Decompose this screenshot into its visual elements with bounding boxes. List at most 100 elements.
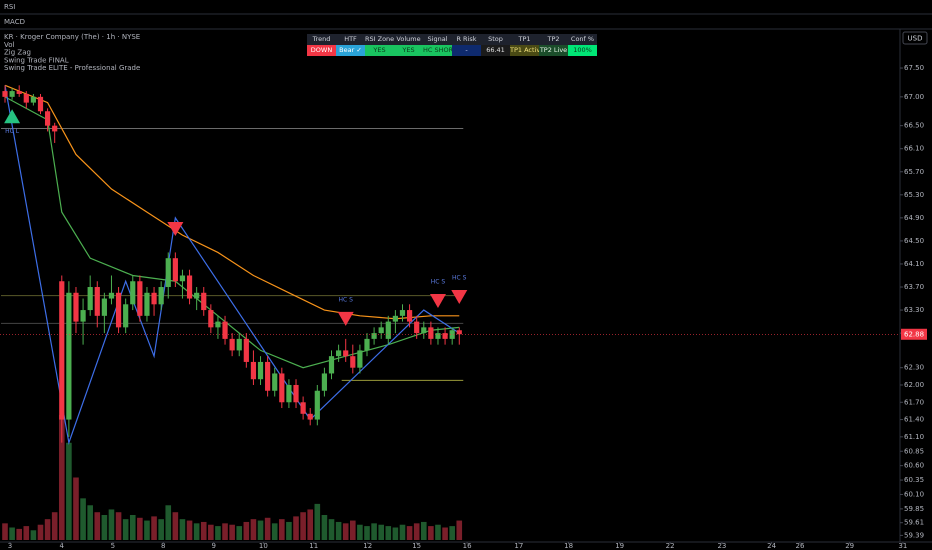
- volume-bar: [286, 521, 292, 540]
- volume-bar: [94, 512, 101, 540]
- x-tick-label: 3: [8, 542, 12, 550]
- volume-bar: [200, 521, 207, 540]
- candle-body: [250, 361, 257, 380]
- indicator-line: [4, 84, 460, 320]
- volume-bar: [420, 521, 427, 540]
- candle-body: [23, 93, 29, 103]
- candle-body: [364, 338, 370, 351]
- candle-body: [300, 402, 306, 414]
- candle-body: [44, 111, 51, 126]
- volume-bar: [144, 520, 150, 540]
- signal-label: HC S: [338, 296, 353, 303]
- x-tick-label: 22: [666, 542, 675, 550]
- table-header: TP2: [539, 34, 568, 45]
- volume-bar: [23, 526, 30, 540]
- candle-body: [80, 310, 86, 322]
- y-tick-label: 65.30: [904, 191, 924, 199]
- candle-body: [215, 321, 221, 328]
- candle-body: [66, 292, 72, 420]
- candle-body: [449, 330, 455, 339]
- volume-bar: [342, 523, 349, 540]
- candle-body: [194, 292, 200, 299]
- candle-body: [321, 373, 328, 391]
- y-tick-label: 60.60: [904, 462, 924, 470]
- volume-bar: [115, 512, 122, 540]
- table-header: Signal: [423, 34, 452, 45]
- volume-bar: [449, 526, 455, 540]
- y-tick-label: 60.35: [904, 476, 924, 484]
- volume-bar: [399, 524, 406, 540]
- table-header: Conf %: [568, 34, 597, 45]
- y-tick-label: 61.70: [904, 398, 924, 406]
- volume-bar: [406, 526, 413, 540]
- candle-body: [108, 292, 115, 299]
- table-header: R Risk: [452, 34, 481, 45]
- last-price-tag: [901, 328, 927, 340]
- volume-bar: [385, 526, 392, 540]
- volume-bar: [335, 521, 342, 540]
- y-tick-label: 64.90: [904, 214, 924, 222]
- table-header: RSI Zone: [365, 34, 394, 45]
- volume-bar: [257, 520, 264, 540]
- x-tick-label: 16: [463, 542, 472, 550]
- candle-body: [151, 292, 157, 305]
- table-header: Volume: [394, 34, 423, 45]
- candle-body: [186, 275, 193, 299]
- candle-body: [456, 330, 462, 335]
- signal-table: Trend HTF RSI Zone Volume Signal R Risk Stop TP…: [307, 34, 597, 56]
- candle-body: [158, 287, 164, 305]
- candle-body: [73, 292, 79, 322]
- volume-bar: [229, 524, 235, 540]
- signal-label: HC L: [5, 128, 20, 135]
- candle-body: [115, 292, 122, 328]
- currency[interactable]: USD: [908, 35, 923, 43]
- buy-signal: [4, 109, 21, 124]
- candle-body: [293, 384, 299, 403]
- pane-label: MACD: [4, 18, 25, 26]
- candle-body: [30, 96, 36, 103]
- currency-box[interactable]: [902, 31, 928, 45]
- candle-body: [272, 373, 278, 391]
- sell-signal: [337, 311, 354, 326]
- x-tick-label: 9: [211, 542, 215, 550]
- volume-bar: [456, 520, 463, 540]
- indicator-label: Zig Zag: [4, 49, 31, 57]
- candle-body: [378, 327, 384, 334]
- candle-body: [222, 321, 228, 339]
- y-tick-label: 59.61: [904, 519, 924, 527]
- candle-body: [236, 338, 242, 351]
- candle-body: [406, 310, 413, 322]
- x-tick-label: 18: [564, 542, 573, 550]
- indicator-label: Swing Trade ELITE - Professional Grade: [4, 64, 140, 72]
- candle-body: [265, 361, 271, 391]
- volume-bar: [428, 526, 434, 540]
- candle-body: [52, 125, 58, 132]
- volume-bar: [264, 517, 271, 540]
- volume-bar: [51, 512, 58, 540]
- table-header: Stop: [481, 34, 510, 45]
- volume-bar: [87, 505, 93, 540]
- volume-bar: [151, 516, 157, 540]
- candle-body: [343, 350, 349, 357]
- table-cell: 100%: [568, 45, 597, 56]
- candle-body: [243, 338, 249, 362]
- table-cell: TP2 Live: [539, 45, 568, 56]
- volume-bar: [179, 519, 186, 540]
- sell-signal: [167, 221, 184, 236]
- plot-area: [1, 84, 468, 540]
- candle-body: [37, 96, 44, 112]
- candle-body: [421, 327, 427, 334]
- volume-bar: [186, 520, 193, 540]
- volume-bar: [108, 509, 115, 540]
- volume-bar: [307, 509, 314, 540]
- x-tick-label: 17: [514, 542, 523, 550]
- candle-body: [357, 350, 363, 368]
- candle-body: [208, 310, 214, 328]
- y-tick-label: 59.85: [904, 505, 924, 513]
- y-tick-label: 65.70: [904, 168, 924, 176]
- volume-bar: [222, 523, 228, 540]
- volume-bar: [328, 519, 335, 540]
- candle-body: [328, 356, 335, 374]
- signal-label: HC S: [452, 274, 467, 281]
